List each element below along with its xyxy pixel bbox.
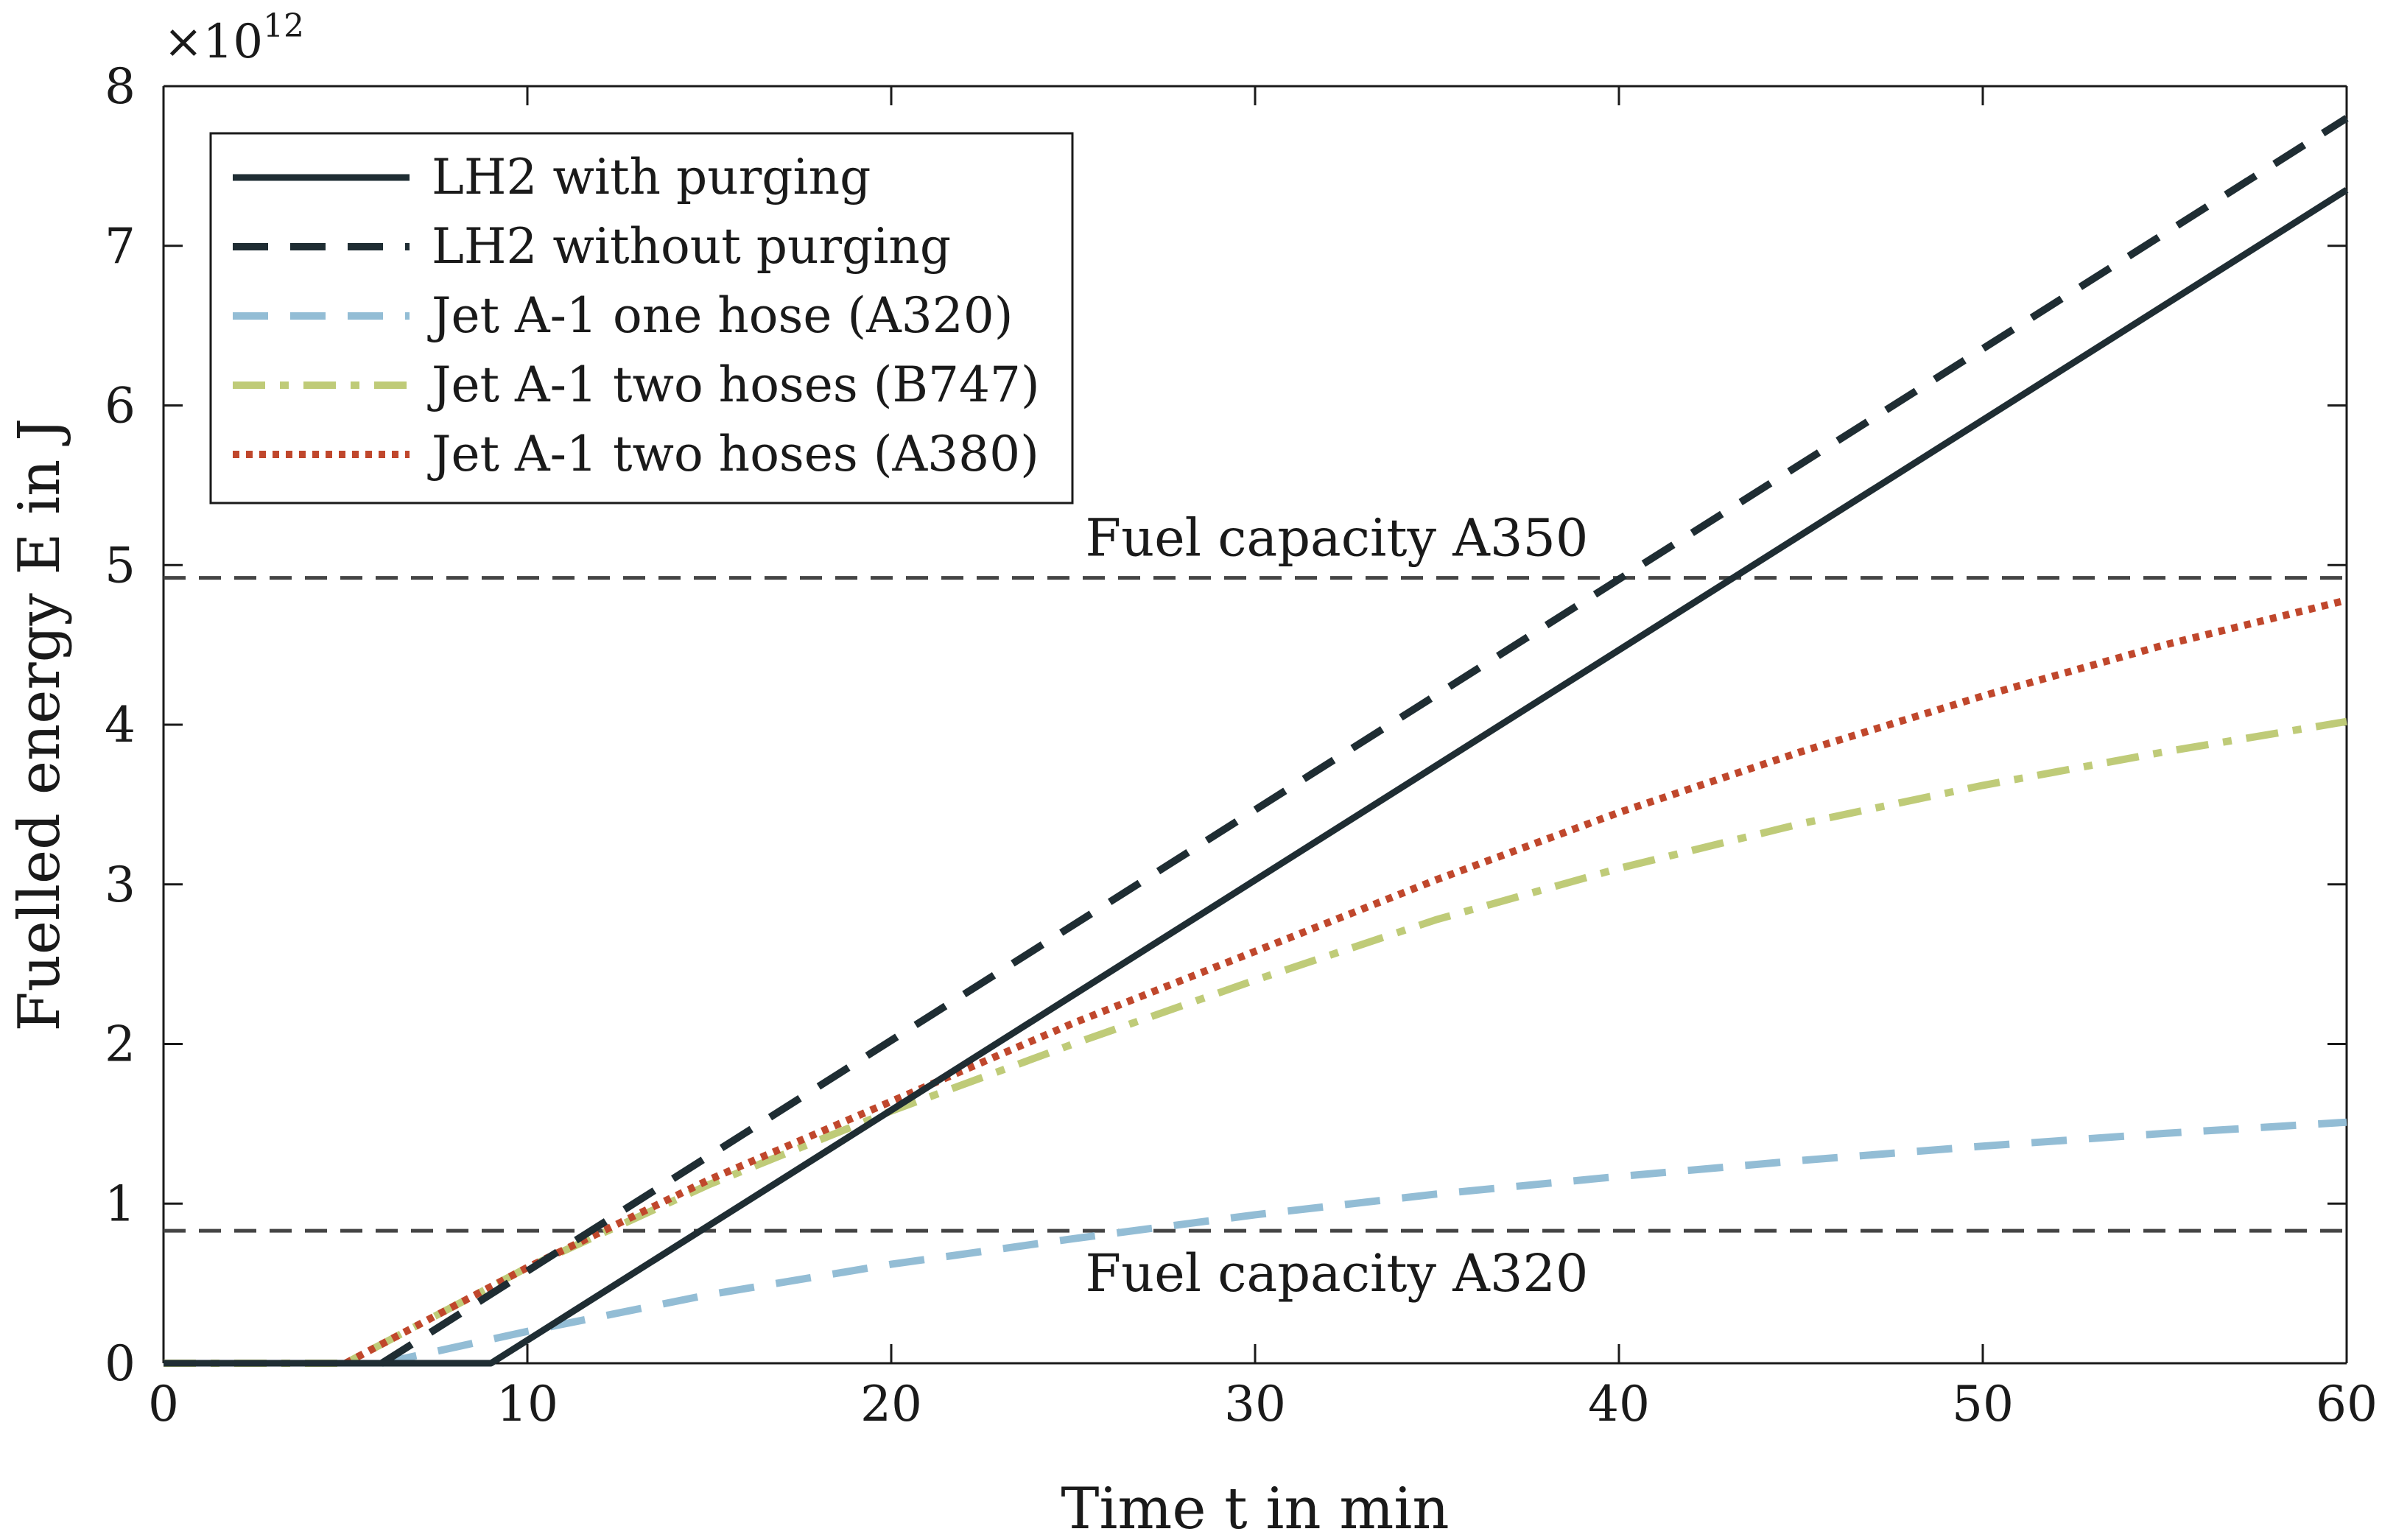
series-line-0 [164, 187, 2349, 1367]
legend-entry: LH2 without purging [432, 218, 951, 275]
reference-line-label: Fuel capacity A320 [1086, 1243, 1589, 1304]
y-tick-label: 1 [105, 1175, 136, 1232]
y-ticks: 0 1 2 3 4 5 6 7 8 [105, 58, 2347, 1392]
y-tick-label: 6 [105, 378, 136, 435]
y-tick-label: 0 [105, 1335, 136, 1392]
y-tick-label: 5 [105, 537, 136, 594]
y-tick-label: 8 [105, 58, 136, 115]
x-tick-label: 40 [1588, 1376, 1650, 1432]
series-line-1 [379, 115, 2349, 1367]
x-tick-label: 30 [1224, 1376, 1286, 1432]
x-axis-label: Time t in min [1061, 1476, 1449, 1540]
y-tick-label: 3 [105, 857, 136, 913]
x-tick-label: 10 [496, 1376, 558, 1432]
reference-line-label: Fuel capacity A350 [1086, 508, 1589, 569]
x-tick-label: 0 [148, 1376, 179, 1432]
legend: LH2 with purging LH2 without purging Jet A… [209, 132, 1074, 504]
series-line-4 [343, 597, 2348, 1367]
legend-entry: Jet A-1 two hoses (B747) [427, 356, 1040, 413]
y-multiplier-exponent: 12 [263, 7, 304, 45]
y-tick-label: 2 [105, 1016, 136, 1073]
x-tick-label: 60 [2316, 1376, 2378, 1432]
x-ticks: 0 10 20 30 40 50 60 [148, 86, 2378, 1432]
legend-entry: LH2 with purging [432, 149, 871, 205]
series-line-3 [164, 717, 2347, 1367]
legend-entry: Jet A-1 one hose (A320) [427, 287, 1013, 344]
legend-entry: Jet A-1 two hoses (A380) [427, 426, 1039, 482]
y-multiplier-label: ×1012 [164, 7, 304, 69]
x-tick-label: 20 [860, 1376, 922, 1432]
y-tick-label: 7 [105, 218, 136, 275]
x-tick-label: 50 [1952, 1376, 2014, 1432]
reference-lines: Fuel capacity A350 Fuel capacity A320 [164, 508, 2347, 1304]
y-axis-label: Fuelled energy E in J [7, 418, 73, 1032]
series-line-2 [381, 1118, 2347, 1367]
y-tick-label: 4 [105, 697, 136, 753]
series-lines [164, 115, 2349, 1367]
